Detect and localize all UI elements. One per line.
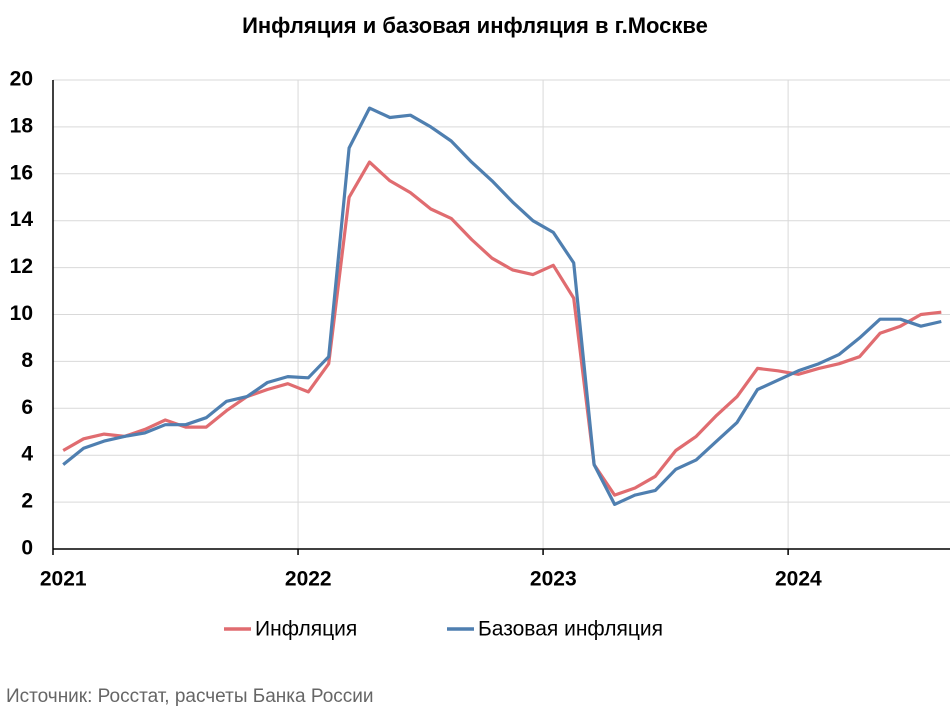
x-tick-label: 2024 <box>775 568 822 591</box>
x-tick-label: 2021 <box>40 568 87 591</box>
y-tick-label: 10 <box>10 302 33 325</box>
y-tick-label: 12 <box>10 255 33 278</box>
y-tick-label: 4 <box>21 443 33 466</box>
y-tick-label: 14 <box>10 208 34 231</box>
y-tick-label: 16 <box>10 161 33 184</box>
x-tick-label: 2022 <box>285 568 332 591</box>
chart-title: Инфляция и базовая инфляция в г.Москве <box>242 13 708 38</box>
y-tick-label: 20 <box>10 68 33 91</box>
y-tick-label: 0 <box>21 537 33 560</box>
y-tick-label: 6 <box>21 396 33 419</box>
series-line <box>62 160 942 497</box>
y-tick-label: 8 <box>21 349 33 372</box>
x-tick-label: 2023 <box>530 568 577 591</box>
legend-label: Базовая инфляция <box>478 618 663 641</box>
y-tick-label: 18 <box>10 114 34 137</box>
source-note: Источник: Росстат, расчеты Банка России <box>6 686 374 707</box>
series-line <box>62 106 942 506</box>
legend-label: Инфляция <box>255 618 357 641</box>
y-tick-label: 2 <box>21 490 33 513</box>
